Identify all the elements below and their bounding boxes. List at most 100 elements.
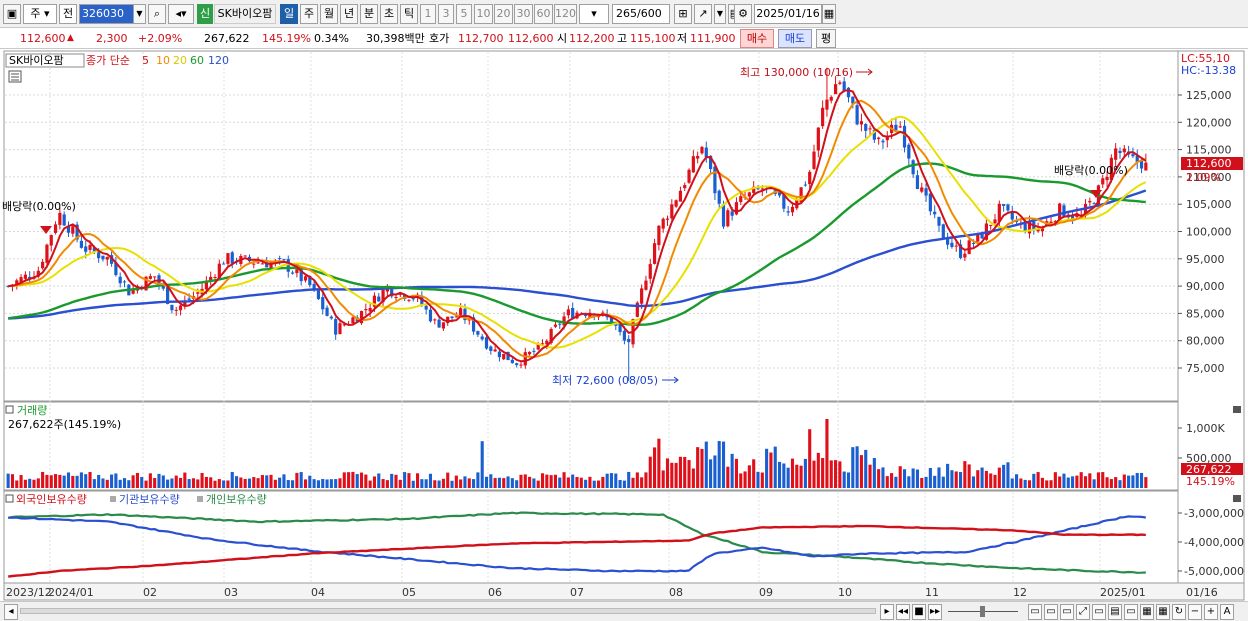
holdings-lines xyxy=(7,511,1146,578)
candle-body xyxy=(84,246,88,252)
chevron-down-icon[interactable]: ▼ xyxy=(133,4,146,24)
minute-option-1[interactable]: 1 xyxy=(420,4,436,24)
tool-chevron-down-icon[interactable]: ▼ xyxy=(714,4,726,24)
volume-bar xyxy=(459,479,463,488)
stop-icon[interactable]: ■ xyxy=(912,604,926,620)
volume-bar xyxy=(562,472,566,488)
tab-second[interactable]: 초 xyxy=(380,4,398,24)
price-panel[interactable] xyxy=(3,50,1179,402)
volume-bar xyxy=(967,464,971,488)
minute-option-5[interactable]: 5 xyxy=(456,4,472,24)
date-input[interactable]: 2025/01/16 xyxy=(754,4,822,24)
layout-icon-1[interactable]: ▭ xyxy=(1028,604,1042,620)
volume-bar xyxy=(855,446,859,488)
candle-body xyxy=(260,263,265,265)
stock-code-input[interactable]: 326030 xyxy=(79,4,145,24)
volume-bar xyxy=(795,464,799,488)
scroll-left-icon[interactable]: ◂ xyxy=(4,604,18,620)
zoom-out-icon[interactable]: − xyxy=(1188,604,1202,620)
holdings-panel[interactable] xyxy=(3,490,1179,584)
volume-bar xyxy=(450,480,454,488)
refresh-icon[interactable]: ↻ xyxy=(1172,604,1186,620)
scroll-right-icon[interactable]: ▸ xyxy=(880,604,894,620)
scroll-track[interactable] xyxy=(20,608,876,614)
month-grid xyxy=(49,52,1101,582)
window-icon[interactable]: ▣ xyxy=(3,4,21,24)
candle-body xyxy=(166,286,170,304)
volume-panel[interactable] xyxy=(3,401,1179,491)
draw-tool-icon[interactable]: ↗ xyxy=(694,4,712,24)
tab-week[interactable]: 주 xyxy=(300,4,318,24)
table-icon[interactable]: ▦ xyxy=(1156,604,1170,620)
buy-button[interactable]: 매수 xyxy=(740,29,774,48)
holdings-close-icon[interactable] xyxy=(1233,495,1241,502)
minute-option-3[interactable]: 3 xyxy=(438,4,454,24)
holdings-collapse-icon[interactable] xyxy=(5,494,14,503)
candle-body xyxy=(471,317,476,332)
volume-bar xyxy=(135,472,139,488)
count-input[interactable]: 265/600 xyxy=(612,4,670,24)
indicator-icon[interactable]: ⊞ xyxy=(674,4,692,24)
candle-body xyxy=(101,255,105,260)
sell-button[interactable]: 매도 xyxy=(778,29,812,48)
volume-bar xyxy=(140,476,144,488)
tab-month[interactable]: 월 xyxy=(320,4,338,24)
search-icon[interactable]: ⌕ xyxy=(148,4,166,24)
low-price: 111,900 xyxy=(690,32,736,45)
minute-option-120[interactable]: 120 xyxy=(554,4,577,24)
volume-bar xyxy=(286,480,290,488)
rewind-icon[interactable]: ◂◂ xyxy=(896,604,910,620)
custom-period-select[interactable]: ▾ xyxy=(579,4,609,24)
volume-bar xyxy=(1105,477,1109,488)
prev-button[interactable]: 전 xyxy=(59,4,77,24)
candle-body xyxy=(782,194,786,209)
tab-day[interactable]: 일 xyxy=(280,4,298,24)
scale-icon[interactable]: ⤢ xyxy=(1076,604,1090,620)
zoom-slider-handle[interactable] xyxy=(980,606,985,617)
volume-close-icon[interactable] xyxy=(1233,406,1241,413)
tab-year[interactable]: 년 xyxy=(340,4,358,24)
period-select[interactable]: 주 ▾ xyxy=(23,4,57,24)
minute-option-20[interactable]: 20 xyxy=(494,4,513,24)
layout-icon-3[interactable]: ▭ xyxy=(1060,604,1074,620)
minute-option-30[interactable]: 30 xyxy=(514,4,533,24)
volume-bar xyxy=(407,473,411,488)
print-icon[interactable]: ▤ xyxy=(1108,604,1122,620)
change-amount: 2,300 xyxy=(96,32,128,45)
price-grid xyxy=(5,94,1177,369)
volume-bar xyxy=(924,476,928,488)
zoom-in-icon[interactable]: + xyxy=(1204,604,1218,620)
forward-icon[interactable]: ▸▸ xyxy=(928,604,942,620)
candle-body xyxy=(838,82,842,84)
text-size-icon[interactable]: A xyxy=(1220,604,1234,620)
tab-minute[interactable]: 분 xyxy=(360,4,378,24)
evaluation-button[interactable]: 평 xyxy=(816,29,836,48)
volume-bar xyxy=(665,458,670,488)
volume-bar xyxy=(114,473,118,488)
volume-bar xyxy=(446,472,450,488)
tab-tick[interactable]: 틱 xyxy=(400,4,418,24)
gear-icon[interactable]: ⚙ xyxy=(734,4,752,24)
candle-body xyxy=(109,255,114,264)
tile-icon[interactable]: ▦ xyxy=(1140,604,1154,620)
stock-chart[interactable]: 125,000 120,000 115,000 110,000 105,000 100,0… xyxy=(0,50,1248,601)
candle-body xyxy=(708,155,713,170)
candle-body xyxy=(148,276,152,279)
volume-bar xyxy=(864,449,868,488)
layout-icon-2[interactable]: ▭ xyxy=(1044,604,1058,620)
volume-bar xyxy=(687,460,691,488)
volume-bar xyxy=(1127,475,1131,488)
volume-collapse-icon[interactable] xyxy=(5,405,14,414)
candle-body xyxy=(1075,213,1079,218)
speaker-icon[interactable]: ◂▾ xyxy=(168,4,194,24)
bid-price: 112,600 xyxy=(508,32,554,45)
minute-option-10[interactable]: 10 xyxy=(474,4,493,24)
volume-bar xyxy=(747,465,751,488)
copy-icon[interactable]: ▭ xyxy=(1092,604,1106,620)
volume-bar xyxy=(209,477,213,488)
window-icon-2[interactable]: ▭ xyxy=(1124,604,1138,620)
volume-bar xyxy=(351,471,355,488)
calendar-icon[interactable]: ▦ xyxy=(822,4,836,24)
volume-bar xyxy=(825,419,829,488)
minute-option-60[interactable]: 60 xyxy=(534,4,553,24)
